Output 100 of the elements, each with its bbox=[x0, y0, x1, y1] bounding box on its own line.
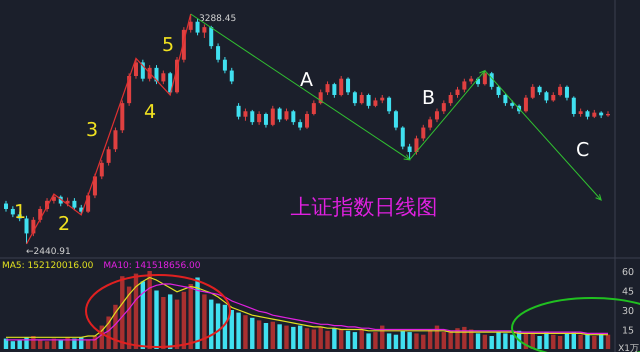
annotation: A bbox=[300, 69, 313, 91]
candlestick bbox=[524, 94, 528, 114]
bar bbox=[503, 333, 508, 349]
candlestick bbox=[530, 84, 535, 100]
candlestick bbox=[442, 100, 446, 114]
candlestick bbox=[72, 198, 76, 211]
candlestick bbox=[456, 86, 460, 98]
bar bbox=[291, 326, 296, 349]
bar bbox=[421, 334, 426, 349]
bar bbox=[394, 334, 398, 349]
candlestick bbox=[236, 102, 241, 120]
candlestick bbox=[544, 90, 548, 104]
bar bbox=[332, 328, 337, 349]
bar bbox=[558, 336, 562, 349]
candlestick bbox=[394, 109, 398, 131]
candlestick bbox=[4, 200, 8, 212]
candlestick bbox=[230, 67, 234, 85]
candlestick bbox=[52, 194, 56, 204]
bar bbox=[373, 332, 378, 349]
y-tick-label: 30 bbox=[622, 306, 634, 317]
bar bbox=[366, 333, 371, 349]
candlestick bbox=[305, 110, 309, 130]
annotation: 5 bbox=[162, 34, 174, 56]
bar bbox=[414, 333, 419, 349]
candlestick bbox=[216, 42, 220, 63]
candlestick bbox=[106, 146, 111, 166]
candlestick bbox=[100, 160, 104, 180]
bar bbox=[147, 271, 152, 349]
candlestick bbox=[428, 116, 432, 131]
candlestick bbox=[222, 56, 227, 74]
bar bbox=[277, 324, 282, 349]
candlestick bbox=[24, 215, 29, 244]
bar bbox=[318, 326, 323, 349]
annotation: 4 bbox=[144, 101, 156, 123]
text: MA10: 141518656.00 bbox=[103, 261, 201, 271]
candlestick bbox=[134, 58, 138, 80]
bar bbox=[510, 334, 514, 349]
candlestick bbox=[161, 70, 166, 85]
candlestick bbox=[366, 93, 371, 110]
bar bbox=[188, 284, 193, 349]
candlestick bbox=[264, 112, 268, 128]
bar bbox=[592, 336, 597, 349]
candlestick bbox=[482, 70, 487, 86]
candlestick bbox=[551, 92, 556, 102]
annotation: B bbox=[422, 87, 436, 109]
candlestick bbox=[400, 126, 405, 150]
candlestick bbox=[113, 127, 118, 152]
bar bbox=[304, 328, 310, 349]
bar bbox=[250, 318, 254, 349]
bar bbox=[86, 340, 90, 349]
bar bbox=[10, 341, 16, 349]
annotation: 3 bbox=[86, 119, 98, 141]
bar bbox=[325, 330, 330, 349]
candlestick bbox=[538, 84, 542, 96]
text: 上证指数日线图 bbox=[290, 195, 438, 219]
candlestick bbox=[352, 90, 357, 106]
candlestick bbox=[434, 108, 439, 123]
candlestick bbox=[10, 206, 15, 218]
bar bbox=[339, 330, 344, 349]
annotation: C bbox=[576, 139, 590, 161]
candlestick bbox=[243, 108, 248, 122]
candlestick bbox=[421, 124, 426, 142]
candlestick bbox=[202, 24, 206, 39]
candlestick bbox=[298, 118, 302, 131]
bar bbox=[572, 332, 576, 349]
bar bbox=[38, 340, 42, 349]
bar bbox=[216, 304, 220, 349]
candlestick bbox=[408, 143, 412, 160]
y-tick-label: 15 bbox=[622, 326, 634, 336]
candlestick bbox=[462, 78, 466, 93]
bar bbox=[243, 315, 248, 349]
candlestick bbox=[92, 173, 97, 199]
bar bbox=[182, 292, 186, 349]
bar bbox=[360, 330, 364, 349]
bar bbox=[202, 294, 207, 349]
candlestick bbox=[250, 109, 254, 126]
candlestick bbox=[585, 109, 590, 120]
y-tick-label: 60 bbox=[622, 267, 634, 278]
bar bbox=[168, 294, 172, 349]
candlestick bbox=[414, 135, 418, 156]
candlestick bbox=[564, 84, 569, 101]
candlestick bbox=[278, 106, 282, 123]
annotation: 1 bbox=[14, 201, 26, 223]
candlestick bbox=[448, 92, 453, 106]
y-tick-label: 45 bbox=[622, 286, 634, 298]
candlestick bbox=[572, 96, 576, 118]
bar bbox=[380, 326, 384, 349]
bar bbox=[537, 336, 542, 349]
annotation: 3288.45 bbox=[199, 14, 236, 24]
bar bbox=[482, 334, 488, 349]
candlestick bbox=[291, 109, 296, 126]
candlestick bbox=[257, 110, 262, 126]
bar bbox=[352, 332, 358, 349]
bar bbox=[544, 332, 549, 349]
candlestick bbox=[326, 80, 330, 96]
candlestick bbox=[339, 75, 344, 97]
candlestick bbox=[558, 84, 562, 97]
text: ←2440.91 bbox=[26, 247, 71, 257]
candlestick bbox=[503, 93, 508, 106]
bar bbox=[140, 281, 146, 349]
